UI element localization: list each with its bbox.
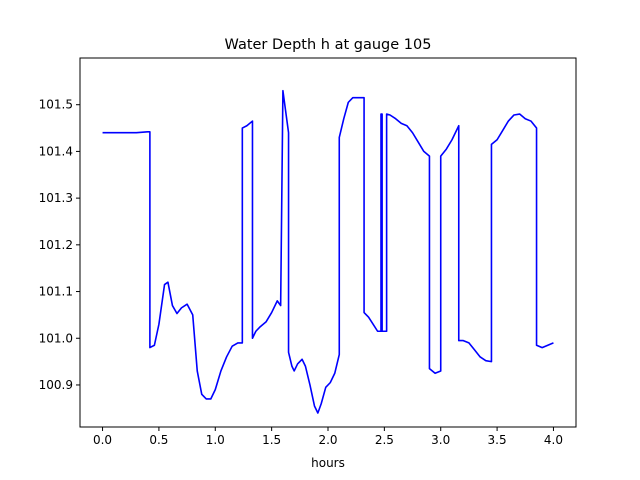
x-tick-label: 0.5 bbox=[149, 433, 168, 447]
x-tick-label: 1.0 bbox=[206, 433, 225, 447]
y-tick-label: 101.5 bbox=[39, 98, 73, 112]
y-tick-label: 101.4 bbox=[39, 144, 73, 158]
y-tick-label: 101.3 bbox=[39, 191, 73, 205]
x-tick-label: 4.0 bbox=[544, 433, 563, 447]
series-line-0 bbox=[102, 89, 554, 414]
x-axis: 0.0 0.5 1.0 1.5 2.0 2.5 3.0 3.5 4.0 bbox=[93, 427, 563, 447]
chart-title: Water Depth h at gauge 105 bbox=[225, 37, 432, 53]
x-axis-label: hours bbox=[311, 456, 345, 470]
x-tick-label: 0.0 bbox=[93, 433, 112, 447]
x-tick-label: 1.5 bbox=[262, 433, 281, 447]
y-tick-label: 101.2 bbox=[39, 238, 73, 252]
y-axis: 100.9 101.0 101.1 101.2 101.3 101.4 101.5 bbox=[39, 98, 80, 392]
x-tick-label: 3.5 bbox=[488, 433, 507, 447]
x-tick-label: 2.0 bbox=[318, 433, 337, 447]
y-tick-label: 100.9 bbox=[39, 378, 73, 392]
x-tick-label: 2.5 bbox=[375, 433, 394, 447]
x-tick-label: 3.0 bbox=[431, 433, 450, 447]
y-tick-label: 101.0 bbox=[39, 331, 73, 345]
y-tick-label: 101.1 bbox=[39, 285, 73, 299]
